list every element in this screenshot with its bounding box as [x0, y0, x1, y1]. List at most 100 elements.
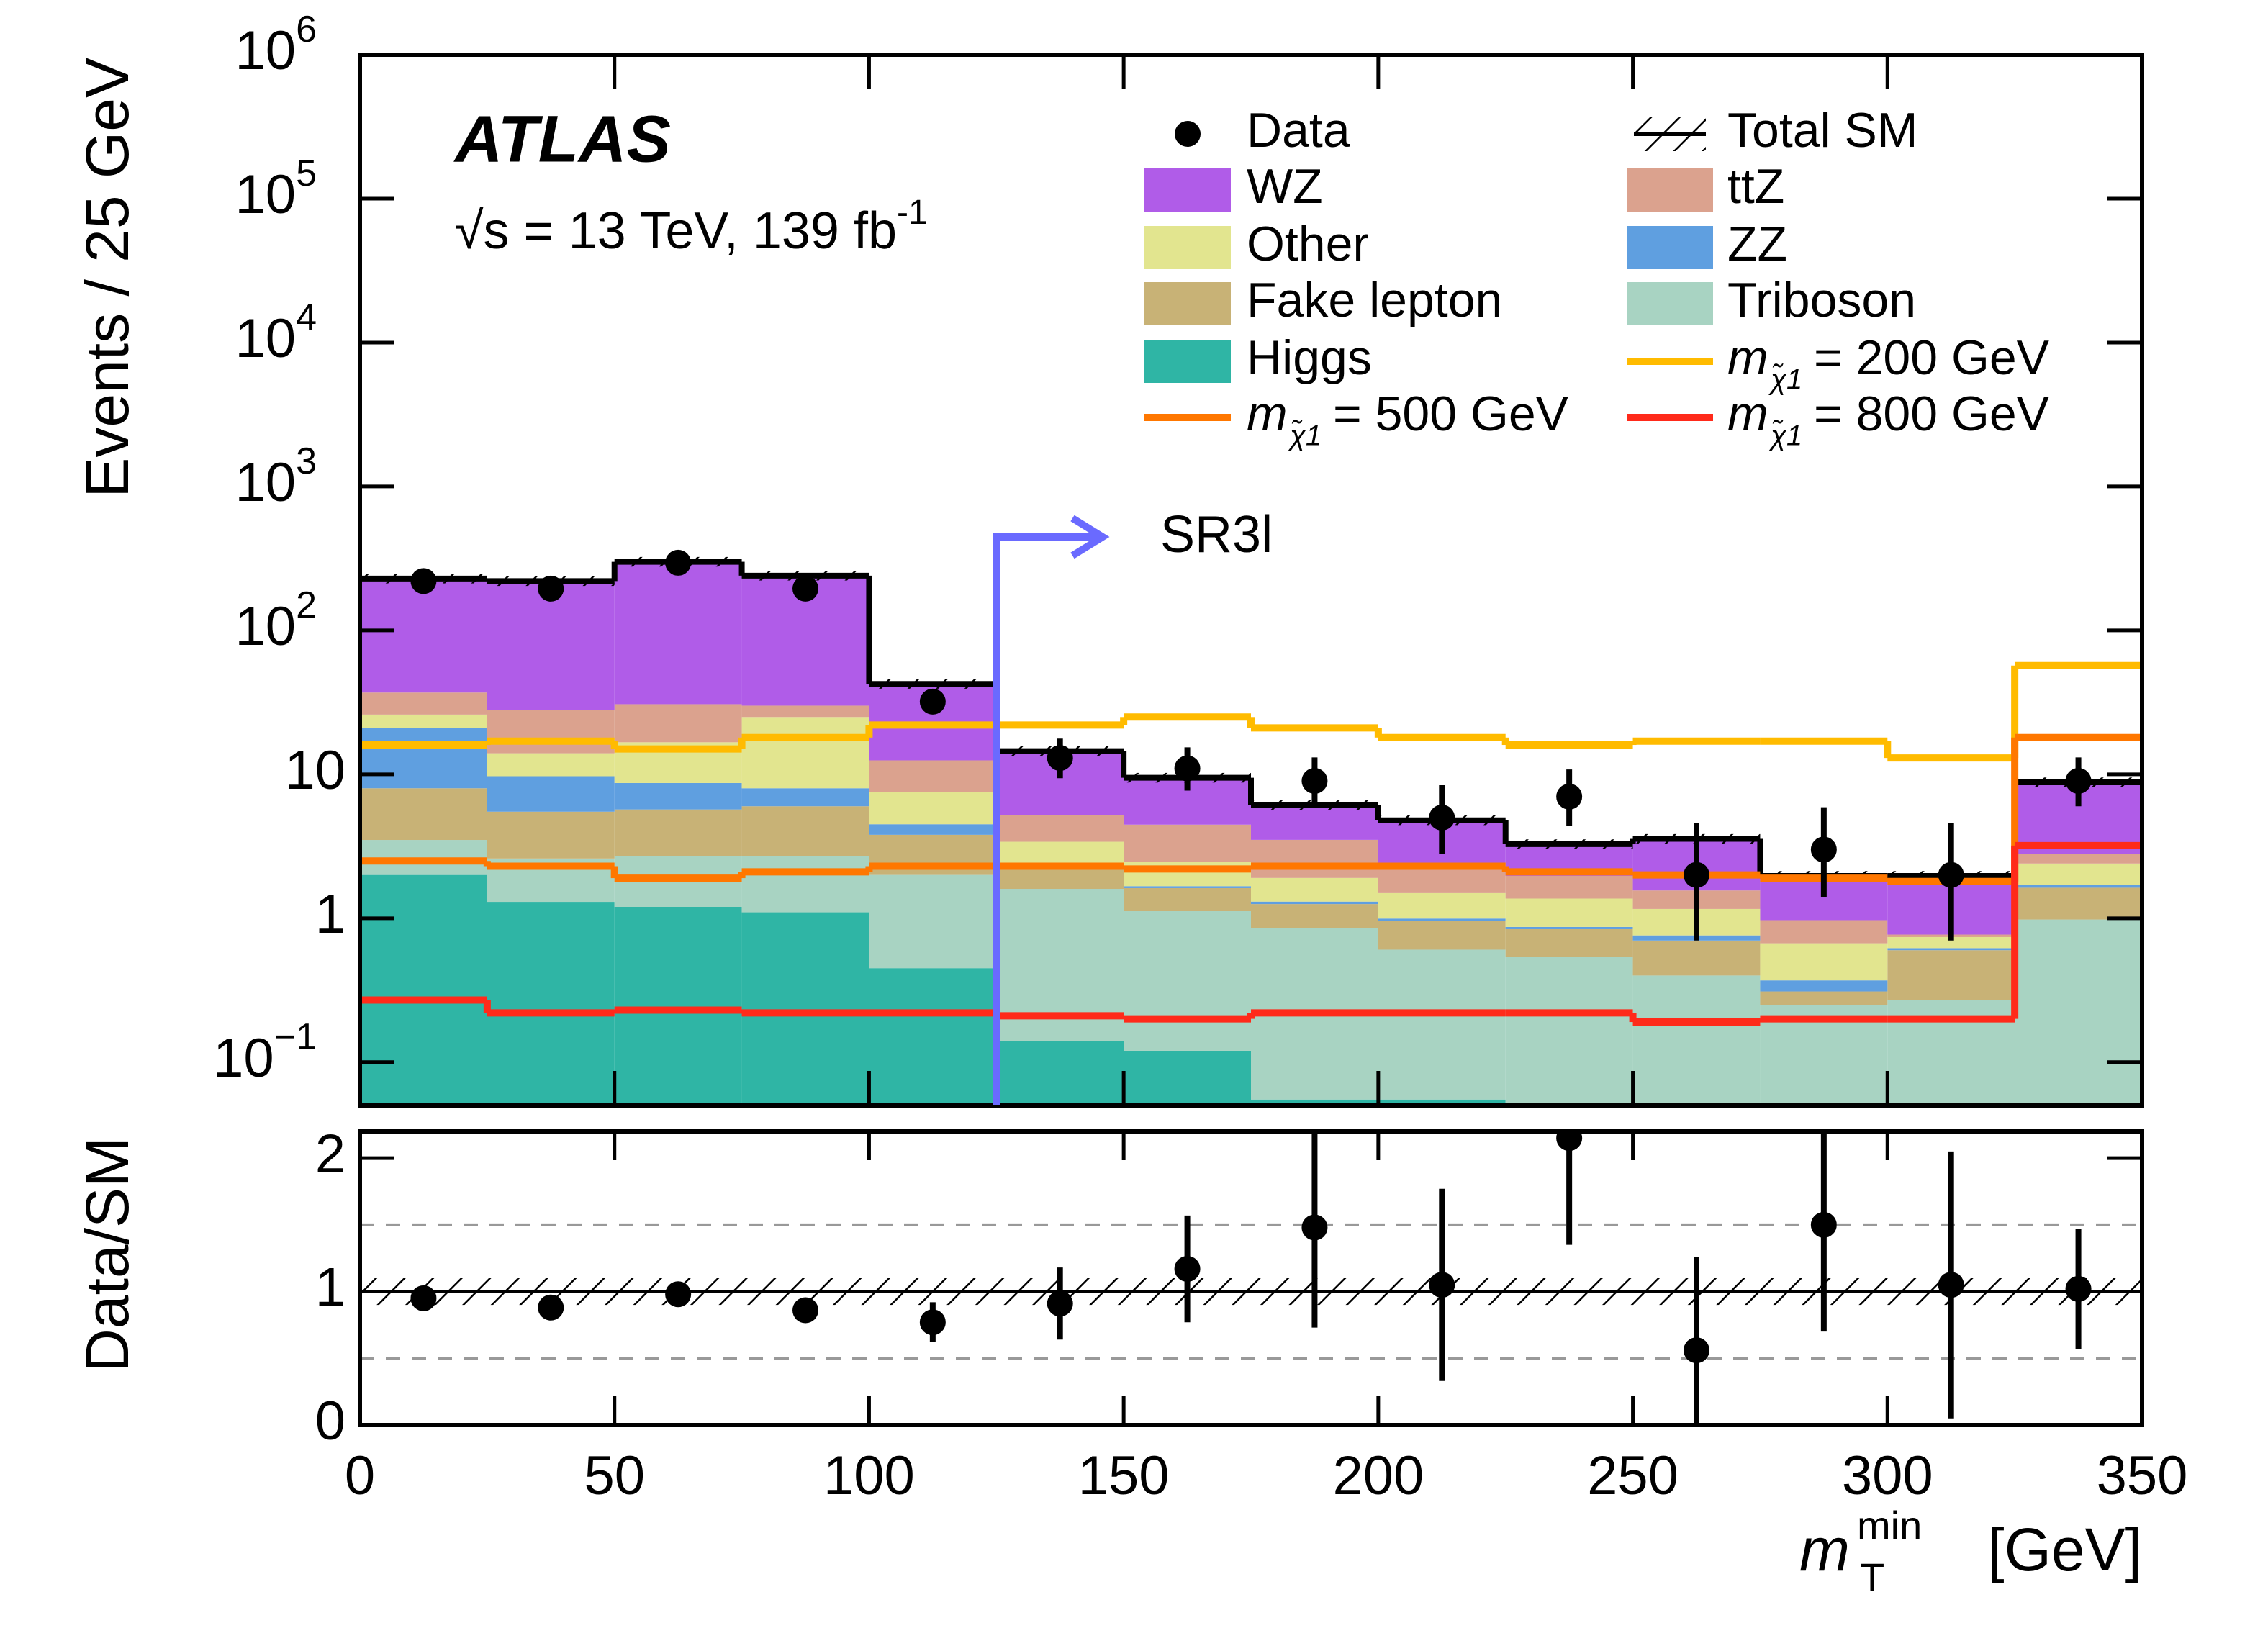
legend-label: Data	[1247, 103, 1350, 158]
x-axis-label-sup: min	[1857, 1503, 1922, 1548]
y-tick-label: 1	[315, 1257, 345, 1319]
stack-segment	[1251, 839, 1378, 878]
legend-swatch	[1627, 226, 1713, 269]
stack-segment	[614, 906, 742, 1105]
data-point	[538, 575, 564, 602]
y-tick-label: 102	[235, 584, 317, 657]
legend-label-sub: χ̃1	[1768, 420, 1802, 452]
legend-label: Triboson	[1727, 273, 1916, 327]
stack-segment	[869, 874, 997, 969]
annotation: SR3l	[1160, 506, 1273, 564]
stack-segment	[1378, 892, 1506, 919]
stack-segment	[741, 717, 869, 789]
energy-label: √s = 13 TeV, 139 fb-1	[455, 194, 928, 260]
data-point	[1047, 1290, 1073, 1317]
stack-segment	[487, 710, 615, 754]
y-tick-label: 0	[315, 1390, 345, 1452]
stack-segment	[869, 792, 997, 825]
stack-segment	[614, 782, 742, 810]
x-tick-label: 50	[584, 1445, 645, 1506]
stack-segment	[1887, 948, 2015, 951]
stack-segment	[1760, 943, 1888, 981]
y-tick-label: 105	[235, 153, 317, 225]
stack-segment	[869, 968, 997, 1105]
stack-segment	[1124, 910, 1251, 1051]
energy-label-sup: -1	[897, 194, 928, 232]
stack-segment	[1632, 940, 1761, 976]
legend-label: ttZ	[1727, 159, 1784, 214]
stack-segment	[1124, 824, 1251, 862]
x-tick-label: 300	[1842, 1445, 1933, 1506]
data-point	[1938, 1272, 1964, 1298]
data-point	[1810, 836, 1837, 863]
stack-segment	[1251, 901, 1378, 905]
stack-segment	[487, 753, 615, 777]
stack-segment	[869, 760, 997, 792]
x-tick-label: 200	[1332, 1445, 1424, 1506]
data-point	[1047, 745, 1073, 772]
stack-segment	[996, 1041, 1124, 1105]
data-point	[792, 575, 818, 602]
data-point	[665, 549, 692, 576]
x-tick-label: 100	[823, 1445, 915, 1506]
stack-segment	[360, 874, 487, 1105]
y-tick-exponent: 5	[296, 153, 317, 194]
data-point	[1938, 862, 1964, 888]
x-tick-label: 250	[1587, 1445, 1679, 1506]
stack-segment	[2015, 919, 2142, 1105]
stack-segment	[487, 811, 615, 859]
stack-segment	[1887, 950, 2015, 1000]
y-tick-exponent: 6	[296, 9, 317, 50]
x-tick-label: 350	[2097, 1445, 2188, 1506]
y-tick-label: 103	[235, 440, 317, 513]
y-tick-label: 106	[235, 9, 317, 81]
x-axis-label: m	[1799, 1516, 1850, 1583]
stack-segment	[996, 841, 1124, 864]
stack-segment	[614, 561, 742, 705]
stack-segment	[1378, 918, 1506, 921]
y-tick-exponent: 4	[296, 297, 317, 338]
data-point	[1174, 755, 1201, 782]
ratio-plot	[360, 1131, 2142, 1425]
legend-label: Higgs	[1247, 330, 1372, 385]
legend-swatch	[1144, 226, 1231, 269]
data-point	[538, 1294, 564, 1321]
legend-label-sub: χ̃1	[1768, 363, 1802, 396]
data-point	[2065, 1275, 2092, 1302]
stack-segment	[487, 902, 615, 1105]
stack-segment	[1505, 898, 1633, 927]
stack-segment	[1124, 1050, 1251, 1105]
data-point	[1556, 1131, 1583, 1152]
x-axis-label-sub: T	[1860, 1555, 1884, 1600]
stack-segment	[1505, 928, 1633, 957]
legend-label: = 800 GeV	[1814, 386, 2050, 441]
stack-segment	[2015, 887, 2142, 920]
y-tick-label: 10	[284, 740, 345, 801]
legend-label: m	[1727, 386, 1768, 441]
stack-segment	[1251, 1099, 1378, 1105]
legend-label: m	[1247, 386, 1288, 441]
stack-segment	[1378, 949, 1506, 1100]
legend-label: = 500 GeV	[1333, 386, 1569, 441]
stack-segment	[360, 728, 487, 789]
main-plot	[360, 549, 2142, 1105]
data-point	[2065, 768, 2092, 795]
plot-frame	[358, 53, 2144, 1108]
data-point	[1810, 1211, 1837, 1238]
x-axis-label-unit: [GeV]	[1987, 1516, 2142, 1583]
data-point	[1429, 805, 1455, 831]
stack-segment	[1632, 975, 1761, 1105]
legend-swatch	[1144, 340, 1231, 383]
stack-segment	[869, 824, 997, 835]
stack-segment	[1378, 1099, 1506, 1105]
data-point	[1684, 862, 1709, 888]
stack-segment	[360, 788, 487, 841]
stack-segment	[1760, 1005, 1888, 1105]
legend-marker	[1175, 121, 1201, 147]
stack-segment	[2015, 854, 2142, 864]
data-point	[1301, 1214, 1328, 1241]
data-point	[919, 1309, 946, 1336]
y-tick-label: 1	[315, 884, 345, 945]
stack-segment	[1505, 957, 1633, 1105]
